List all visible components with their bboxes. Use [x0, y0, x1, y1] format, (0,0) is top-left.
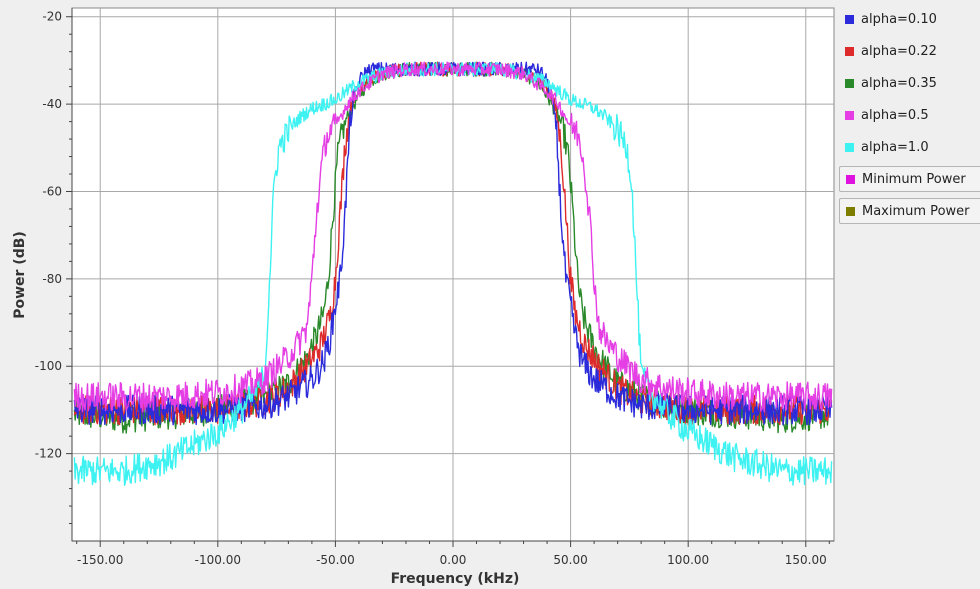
series-line — [73, 61, 833, 413]
legend-label: alpha=0.5 — [861, 107, 929, 123]
x-tick-label: -50.00 — [316, 553, 355, 567]
x-tick-label: -150.00 — [77, 553, 123, 567]
legend-item[interactable]: alpha=1.0 — [839, 134, 980, 160]
y-tick-label: -60 — [42, 184, 62, 198]
y-axis-ticks: -20 -40 -60 -80 -100 -120 — [35, 10, 72, 525]
x-tick-label: 50.00 — [553, 553, 587, 567]
legend: alpha=0.10 alpha=0.22 alpha=0.35 alpha=0.5 a… — [839, 6, 980, 230]
legend-item[interactable]: Maximum Power — [839, 198, 980, 224]
legend-swatch — [845, 14, 854, 24]
legend-item[interactable]: alpha=0.5 — [839, 102, 980, 128]
legend-item[interactable]: alpha=0.35 — [839, 70, 980, 96]
legend-item[interactable]: alpha=0.10 — [839, 6, 980, 32]
x-tick-label: 0.00 — [440, 553, 467, 567]
legend-label: alpha=1.0 — [861, 139, 929, 155]
y-tick-label: -100 — [35, 359, 62, 373]
x-axis-ticks: -150.00 -100.00 -50.00 0.00 50.00 100.00 150.0… — [76, 541, 830, 567]
legend-swatch — [845, 110, 854, 120]
legend-item[interactable]: alpha=0.22 — [839, 38, 980, 64]
y-tick-label: -20 — [42, 10, 62, 24]
legend-swatch — [846, 206, 855, 216]
legend-label: Maximum Power — [862, 203, 970, 219]
x-tick-label: 100.00 — [667, 553, 709, 567]
legend-item[interactable]: Minimum Power — [839, 166, 980, 192]
legend-swatch — [846, 174, 855, 184]
y-axis-label: Power (dB) — [12, 231, 28, 319]
legend-swatch — [845, 142, 854, 152]
series-layer — [73, 61, 833, 486]
legend-label: Minimum Power — [862, 171, 966, 187]
x-tick-label: 150.00 — [785, 553, 827, 567]
x-axis-label: Frequency (kHz) — [391, 571, 520, 587]
legend-label: alpha=0.10 — [861, 11, 937, 27]
legend-swatch — [845, 46, 854, 56]
y-tick-label: -40 — [42, 97, 62, 111]
legend-swatch — [845, 78, 854, 88]
x-tick-label: -100.00 — [195, 553, 241, 567]
y-tick-label: -120 — [35, 447, 62, 461]
y-tick-label: -80 — [42, 272, 62, 286]
legend-label: alpha=0.22 — [861, 43, 937, 59]
legend-label: alpha=0.35 — [861, 75, 937, 91]
